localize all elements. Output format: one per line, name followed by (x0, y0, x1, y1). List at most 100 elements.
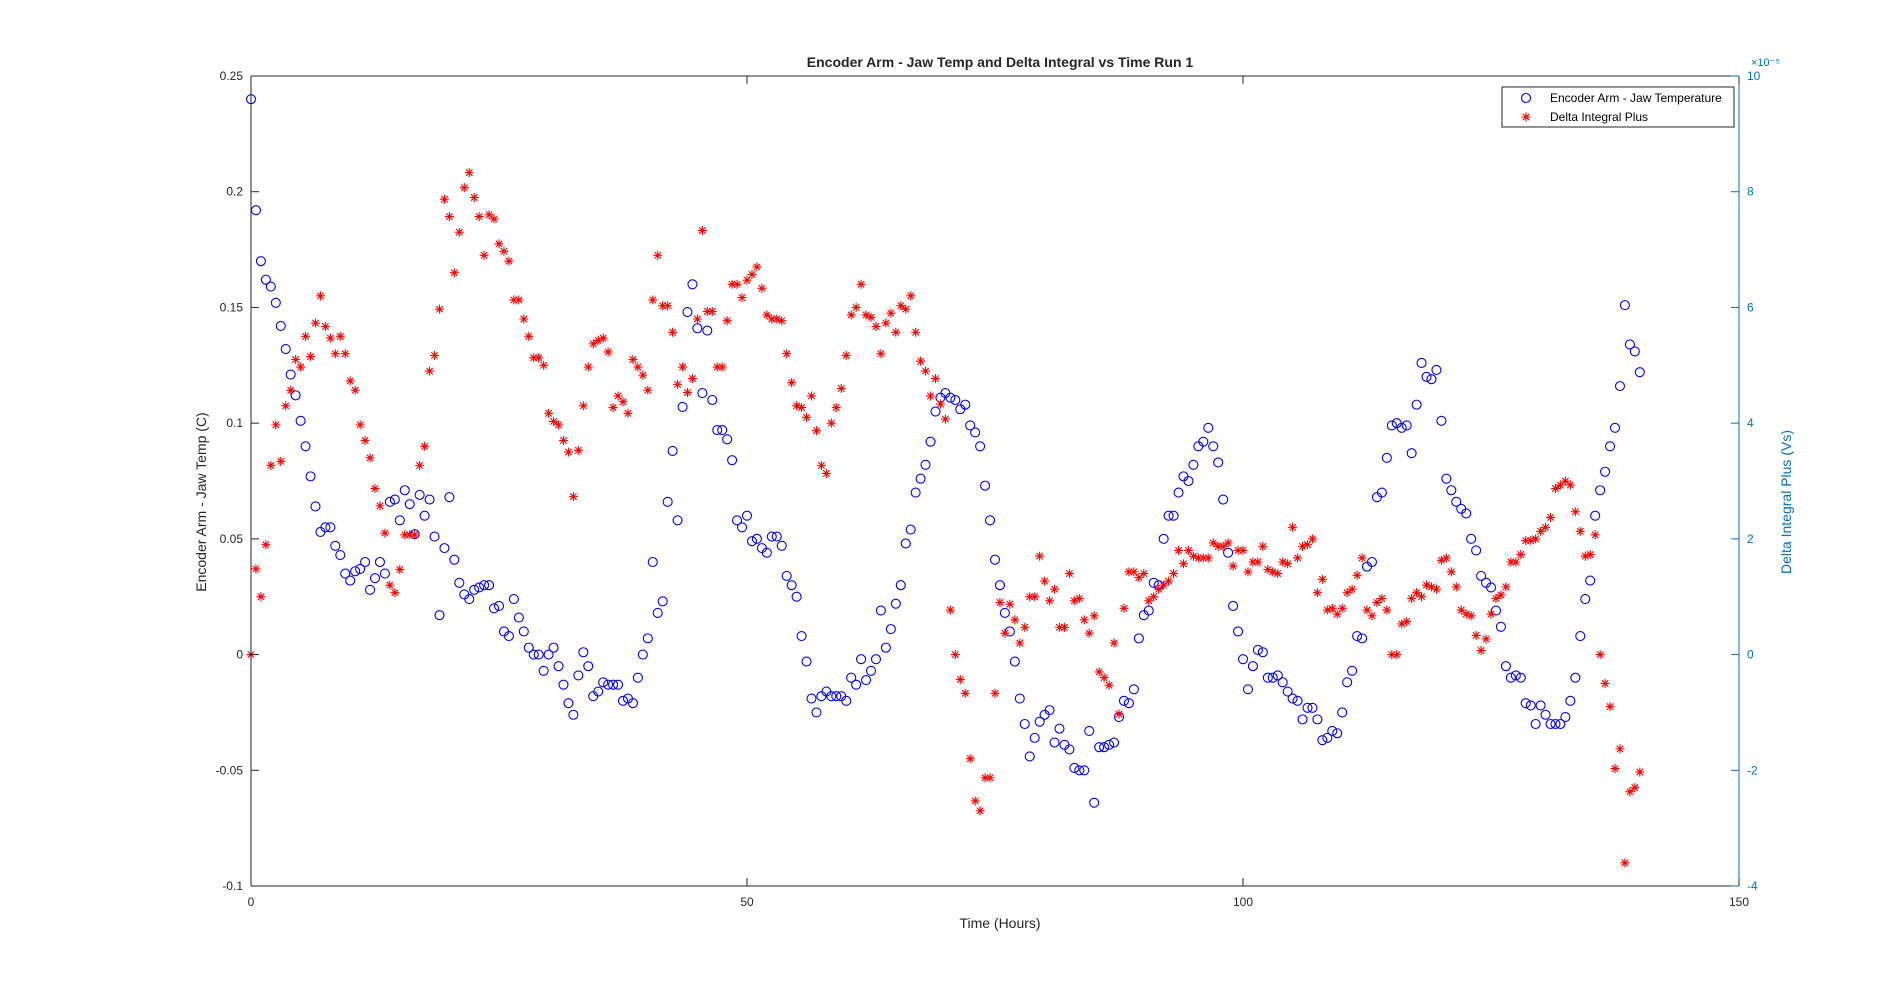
temperature-point (890, 598, 901, 609)
delta-integral-point (1555, 480, 1565, 490)
temperature-point (1242, 684, 1254, 695)
right-axis-exponent-label: ×10⁻⁵ (1751, 57, 1780, 69)
delta-integral-point (747, 269, 757, 279)
delta-integral-point (702, 306, 712, 316)
delta-integral-point (549, 416, 559, 426)
delta-integral-point (608, 403, 618, 413)
delta-integral-point (1342, 588, 1352, 598)
delta-integral-point (836, 383, 846, 393)
temperature-point (1451, 496, 1462, 507)
right-y-axis-label: Delta Integral Plus (Vs) (1778, 430, 1794, 574)
temperature-point (791, 591, 802, 602)
delta-integral-point (1322, 605, 1332, 615)
delta-integral-point (340, 349, 350, 359)
temperature-point (900, 538, 911, 549)
delta-integral-point (1045, 596, 1055, 606)
temperature-point (920, 459, 931, 470)
delta-integral-point (1426, 582, 1436, 592)
delta-integral-point (653, 250, 663, 260)
temperature-point (811, 707, 822, 718)
delta-integral-point (673, 379, 683, 389)
delta-integral-point (658, 301, 668, 311)
temperature-point (702, 325, 713, 336)
delta-integral-point (1580, 551, 1590, 561)
temperature-point (469, 584, 480, 595)
delta-integral-point (1094, 667, 1104, 677)
delta-integral-point (757, 283, 767, 293)
delta-integral-point (310, 318, 320, 328)
temperature-point (1034, 716, 1045, 727)
temperature-point (1500, 661, 1511, 672)
temperature-point (1267, 672, 1278, 683)
delta-integral-point (1456, 605, 1466, 615)
temperature-point (736, 522, 748, 533)
temperature-point (538, 665, 549, 676)
delta-integral-point (648, 295, 658, 305)
temperature-point (533, 649, 544, 660)
delta-integral-point (325, 333, 335, 343)
delta-integral-point (499, 246, 509, 256)
delta-integral-point (1104, 680, 1114, 690)
delta-integral-point (1610, 764, 1620, 774)
temperature-point (1580, 593, 1591, 605)
delta-integral-point (1337, 603, 1347, 613)
temperature-point (1366, 556, 1378, 568)
delta-integral-point (1164, 576, 1174, 586)
delta-integral-point (1188, 551, 1198, 561)
delta-integral-point (618, 397, 628, 407)
temperature-point (523, 642, 534, 653)
delta-integral-point (955, 674, 965, 684)
delta-integral-point (1174, 545, 1184, 555)
delta-integral-point (1332, 609, 1342, 619)
temperature-point (369, 573, 381, 584)
delta-integral-point (1481, 634, 1491, 644)
temperature-point (518, 626, 529, 637)
delta-integral-point (1575, 526, 1585, 536)
delta-integral-point (1283, 559, 1293, 569)
temperature-point (1108, 737, 1120, 748)
temperature-point (335, 550, 346, 561)
delta-integral-point (1193, 553, 1203, 563)
temperature-point (905, 524, 916, 535)
delta-integral-point (1035, 551, 1045, 561)
right-y-tick-label: 10 (1747, 69, 1761, 83)
delta-integral-point (459, 183, 469, 193)
delta-integral-point (593, 335, 603, 345)
delta-integral-point (1357, 553, 1367, 563)
delta-integral-point (558, 436, 568, 445)
delta-integral-point (886, 308, 896, 318)
temperature-point (741, 510, 753, 521)
temperature-point (1545, 718, 1556, 730)
delta-integral-point (1446, 567, 1456, 577)
temperature-point (781, 570, 792, 581)
temperature-point (1029, 732, 1040, 743)
delta-integral-point (682, 387, 692, 397)
temperature-point (1317, 735, 1328, 746)
temperature-point (667, 445, 678, 456)
delta-integral-point (851, 302, 861, 312)
temperature-point (1381, 452, 1392, 463)
temperature-point (1396, 422, 1407, 433)
delta-integral-point (514, 295, 524, 305)
delta-integral-point (504, 256, 514, 266)
temperature-point (488, 603, 500, 614)
temperature-point (1332, 728, 1343, 739)
temperature-point (1158, 533, 1169, 544)
delta-integral-point (856, 279, 866, 289)
delta-integral-point (826, 418, 836, 428)
delta-integral-point (1312, 588, 1322, 598)
temperature-point (1634, 367, 1645, 378)
delta-integral-point (425, 366, 435, 376)
delta-integral-point (663, 301, 673, 311)
delta-integral-point (1382, 605, 1392, 615)
temperature-point (280, 344, 291, 355)
delta-integral-point (811, 426, 821, 436)
temperature-point (1406, 448, 1417, 459)
delta-integral-point (578, 401, 588, 411)
delta-integral-point (1536, 526, 1546, 536)
delta-integral-point (1491, 593, 1501, 603)
temperature-point (697, 388, 708, 399)
delta-integral-point (727, 279, 737, 289)
temperature-point (1084, 725, 1095, 736)
